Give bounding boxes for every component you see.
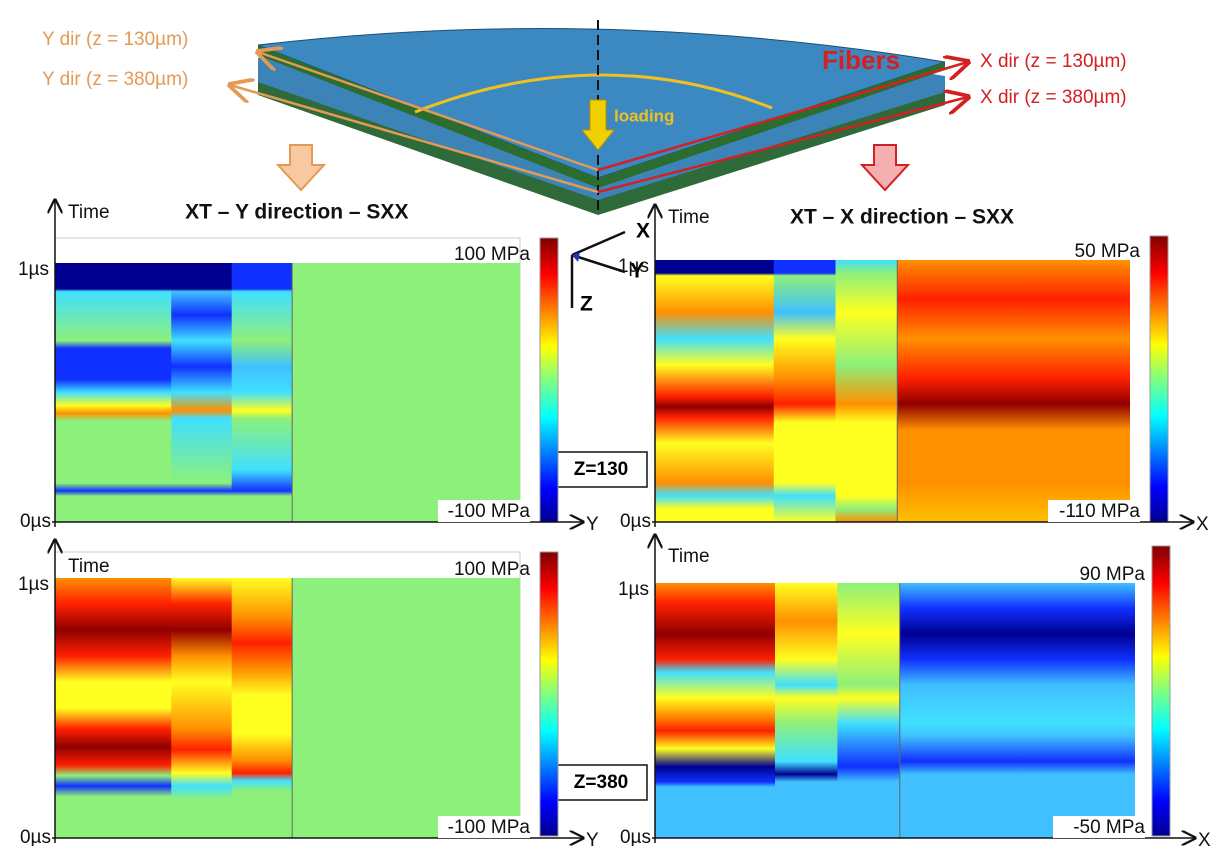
colorbar	[1149, 235, 1169, 523]
heatmap-region	[55, 578, 172, 838]
label-bg	[1053, 816, 1145, 838]
label-bg	[1048, 500, 1140, 522]
t-bottom: 0µs	[620, 827, 651, 846]
heatmap-region	[775, 583, 838, 838]
axis-triad	[570, 230, 626, 308]
heatmap-region	[292, 263, 520, 522]
dir-label: X dir (z = 380µm)	[980, 87, 1127, 108]
t-top: 1µs	[18, 259, 49, 280]
heatmap-region	[899, 583, 1135, 838]
cbar-min: -50 MPa	[1073, 817, 1145, 838]
heatmap-region	[292, 578, 520, 838]
z-label: Z=130	[574, 459, 628, 480]
t-top: 1µs	[618, 579, 649, 600]
time-label: Time	[68, 556, 110, 577]
panel-title: XT – X direction – SXX	[790, 206, 1014, 229]
t-bottom: 0µs	[620, 511, 651, 532]
z-label: Z=380	[574, 772, 628, 793]
dir-label: X dir (z = 130µm)	[980, 51, 1127, 72]
time-label: Time	[668, 546, 710, 567]
heatmap-region	[897, 260, 1130, 522]
cbar-max: 100 MPa	[454, 559, 530, 580]
triad-label: Z	[580, 293, 593, 316]
time-label: Time	[68, 202, 110, 223]
heatmap-region	[231, 263, 293, 522]
fibers-label: Fibers	[822, 45, 900, 75]
heatmap-region	[655, 260, 775, 522]
t-top: 1µs	[618, 256, 649, 277]
heatmap-region	[171, 578, 233, 838]
x-axis-label: X	[1198, 830, 1211, 846]
cbar-min: -110 MPa	[1059, 501, 1140, 522]
colorbar	[539, 237, 559, 523]
laminate	[230, 20, 968, 216]
dir-label: Y dir (z = 130µm)	[42, 29, 188, 50]
cbar-min: -100 MPa	[448, 817, 531, 838]
cbar-max: 50 MPa	[1075, 241, 1141, 262]
t-bottom: 0µs	[20, 511, 51, 532]
triad-label: X	[636, 220, 650, 243]
time-label: Time	[668, 207, 710, 228]
loading-label: loading	[614, 106, 674, 125]
heatmap-region	[773, 260, 836, 522]
panel-title: XT – Y direction – SXX	[185, 201, 408, 224]
triad-label: Y	[630, 260, 644, 283]
cbar-max: 90 MPa	[1080, 564, 1146, 585]
cbar-min: -100 MPa	[448, 501, 531, 522]
t-bottom: 0µs	[20, 827, 51, 846]
label-bg	[438, 816, 530, 838]
colorbar	[1151, 545, 1171, 837]
heatmap-region	[231, 578, 293, 838]
x-axis-label: Y	[586, 830, 599, 846]
heatmap-region	[55, 263, 172, 522]
colorbar	[539, 551, 559, 837]
heatmap-region	[171, 263, 233, 522]
x-axis-label: X	[1196, 514, 1209, 535]
heatmap-region	[837, 583, 901, 838]
label-bg	[438, 500, 530, 522]
heatmap-region	[835, 260, 898, 522]
x-axis-label: Y	[586, 514, 599, 535]
t-top: 1µs	[18, 574, 49, 595]
heatmap-region	[655, 583, 776, 838]
dir-label: Y dir (z = 380µm)	[42, 69, 188, 90]
cbar-max: 100 MPa	[454, 244, 530, 265]
